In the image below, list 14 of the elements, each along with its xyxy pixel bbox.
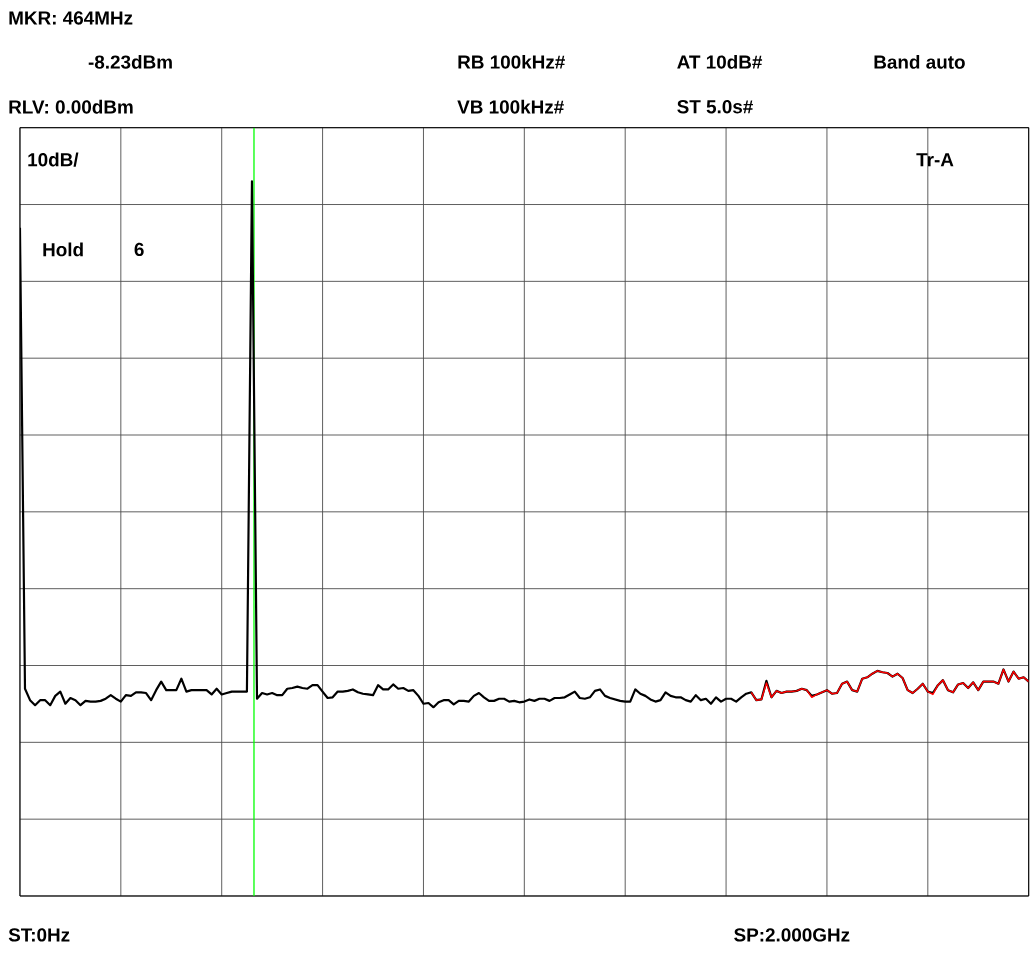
text: AT 10dB# [677, 54, 763, 69]
text: VB 100kHz# [457, 99, 564, 114]
text: SP:2.000GHz [734, 928, 850, 942]
text: MKR: 464MHz [9, 11, 133, 25]
text: Tr-A [916, 153, 954, 167]
text: RB 100kHz# [458, 54, 565, 69]
text: ST 5.0s# [677, 100, 754, 114]
annotation: 6 [134, 242, 144, 257]
text: RLV: 0.00dBm [9, 99, 133, 114]
text: -8.23dBm [88, 54, 172, 69]
annotation: Hold [43, 242, 83, 257]
text: ST:0Hz [8, 928, 70, 942]
text: Band auto [874, 54, 965, 69]
text: 10dB/ [28, 152, 79, 167]
